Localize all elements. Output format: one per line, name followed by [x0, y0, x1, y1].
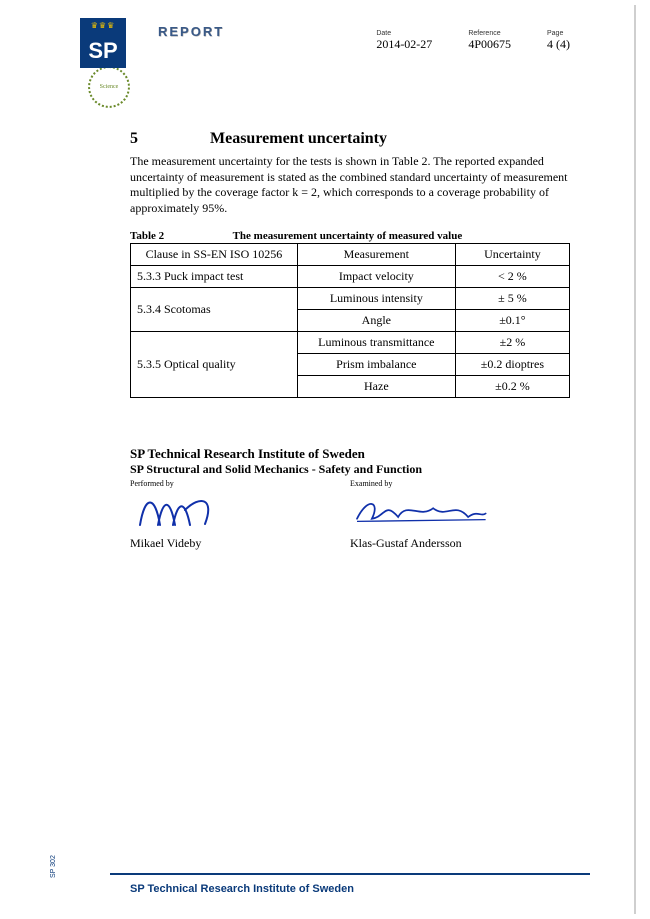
- content-area: 5 Measurement uncertainty The measuremen…: [130, 130, 570, 551]
- cell-uncertainty: ±2 %: [455, 332, 569, 354]
- logo-text: SP: [80, 38, 126, 64]
- cell-clause: 5.3.4 Scotomas: [131, 288, 298, 332]
- cell-uncertainty: ± 5 %: [455, 288, 569, 310]
- section-body: The measurement uncertainty for the test…: [130, 154, 570, 216]
- seal-text: Science: [100, 84, 119, 90]
- crown-icon: ♛♛♛: [80, 21, 126, 30]
- cell-measurement: Prism imbalance: [297, 354, 455, 376]
- cell-measurement: Luminous transmittance: [297, 332, 455, 354]
- table-caption-label: Table 2: [130, 230, 230, 242]
- table-row: 5.3.4 Scotomas Luminous intensity ± 5 %: [131, 288, 570, 310]
- science-seal-icon: Science: [88, 66, 130, 108]
- signature-performer-icon: [130, 490, 270, 530]
- performed-by-col: Performed by Mikael Videby: [130, 479, 350, 551]
- meta-date-value: 2014-02-27: [376, 37, 432, 51]
- org-name-2: SP Structural and Solid Mechanics - Safe…: [130, 462, 570, 477]
- section-heading: 5 Measurement uncertainty: [130, 130, 570, 148]
- header-meta: Date 2014-02-27 Reference 4P00675 Page 4…: [376, 30, 570, 52]
- meta-date-label: Date: [376, 30, 432, 37]
- th-uncertainty: Uncertainty: [455, 244, 569, 266]
- table-row: 5.3.3 Puck impact test Impact velocity <…: [131, 266, 570, 288]
- meta-page-label: Page: [547, 30, 570, 37]
- sp-logo: ♛♛♛ SP: [80, 18, 126, 68]
- examined-label: Examined by: [350, 479, 570, 488]
- signature-examiner-icon: [350, 490, 490, 530]
- meta-reference: Reference 4P00675: [468, 30, 511, 52]
- meta-ref-value: 4P00675: [468, 37, 511, 51]
- cell-measurement: Impact velocity: [297, 266, 455, 288]
- meta-date: Date 2014-02-27: [376, 30, 432, 52]
- org-name-1: SP Technical Research Institute of Swede…: [130, 446, 570, 462]
- side-code: SP 302: [50, 855, 57, 878]
- footer-text: SP Technical Research Institute of Swede…: [130, 883, 354, 895]
- page-right-shadow: [634, 5, 636, 914]
- th-measurement: Measurement: [297, 244, 455, 266]
- table-caption: Table 2 The measurement uncertainty of m…: [130, 230, 570, 242]
- section-title: Measurement uncertainty: [210, 130, 387, 148]
- meta-page-value: 4 (4): [547, 37, 570, 51]
- cell-uncertainty: ±0.2 %: [455, 376, 569, 398]
- uncertainty-table: Clause in SS-EN ISO 10256 Measurement Un…: [130, 243, 570, 398]
- report-label: REPORT: [158, 24, 224, 39]
- footer-divider: [110, 873, 590, 875]
- table-caption-text: The measurement uncertainty of measured …: [233, 230, 463, 242]
- cell-uncertainty: < 2 %: [455, 266, 569, 288]
- signature-row: Performed by Mikael Videby Examined by K…: [130, 479, 570, 551]
- th-clause: Clause in SS-EN ISO 10256: [131, 244, 298, 266]
- table-row: 5.3.5 Optical quality Luminous transmitt…: [131, 332, 570, 354]
- meta-page: Page 4 (4): [547, 30, 570, 52]
- cell-measurement: Angle: [297, 310, 455, 332]
- performed-label: Performed by: [130, 479, 350, 488]
- section-number: 5: [130, 130, 210, 148]
- examined-by-col: Examined by Klas-Gustaf Andersson: [350, 479, 570, 551]
- examiner-name: Klas-Gustaf Andersson: [350, 536, 570, 551]
- cell-uncertainty: ±0.2 dioptres: [455, 354, 569, 376]
- cell-measurement: Luminous intensity: [297, 288, 455, 310]
- cell-clause: 5.3.5 Optical quality: [131, 332, 298, 398]
- meta-ref-label: Reference: [468, 30, 511, 37]
- logo-block: ♛♛♛ SP Science: [80, 18, 135, 108]
- table-header-row: Clause in SS-EN ISO 10256 Measurement Un…: [131, 244, 570, 266]
- cell-measurement: Haze: [297, 376, 455, 398]
- signature-block: SP Technical Research Institute of Swede…: [130, 446, 570, 551]
- cell-uncertainty: ±0.1°: [455, 310, 569, 332]
- performer-name: Mikael Videby: [130, 536, 350, 551]
- page-header: ♛♛♛ SP Science REPORT Date 2014-02-27 Re…: [80, 18, 590, 98]
- cell-clause: 5.3.3 Puck impact test: [131, 266, 298, 288]
